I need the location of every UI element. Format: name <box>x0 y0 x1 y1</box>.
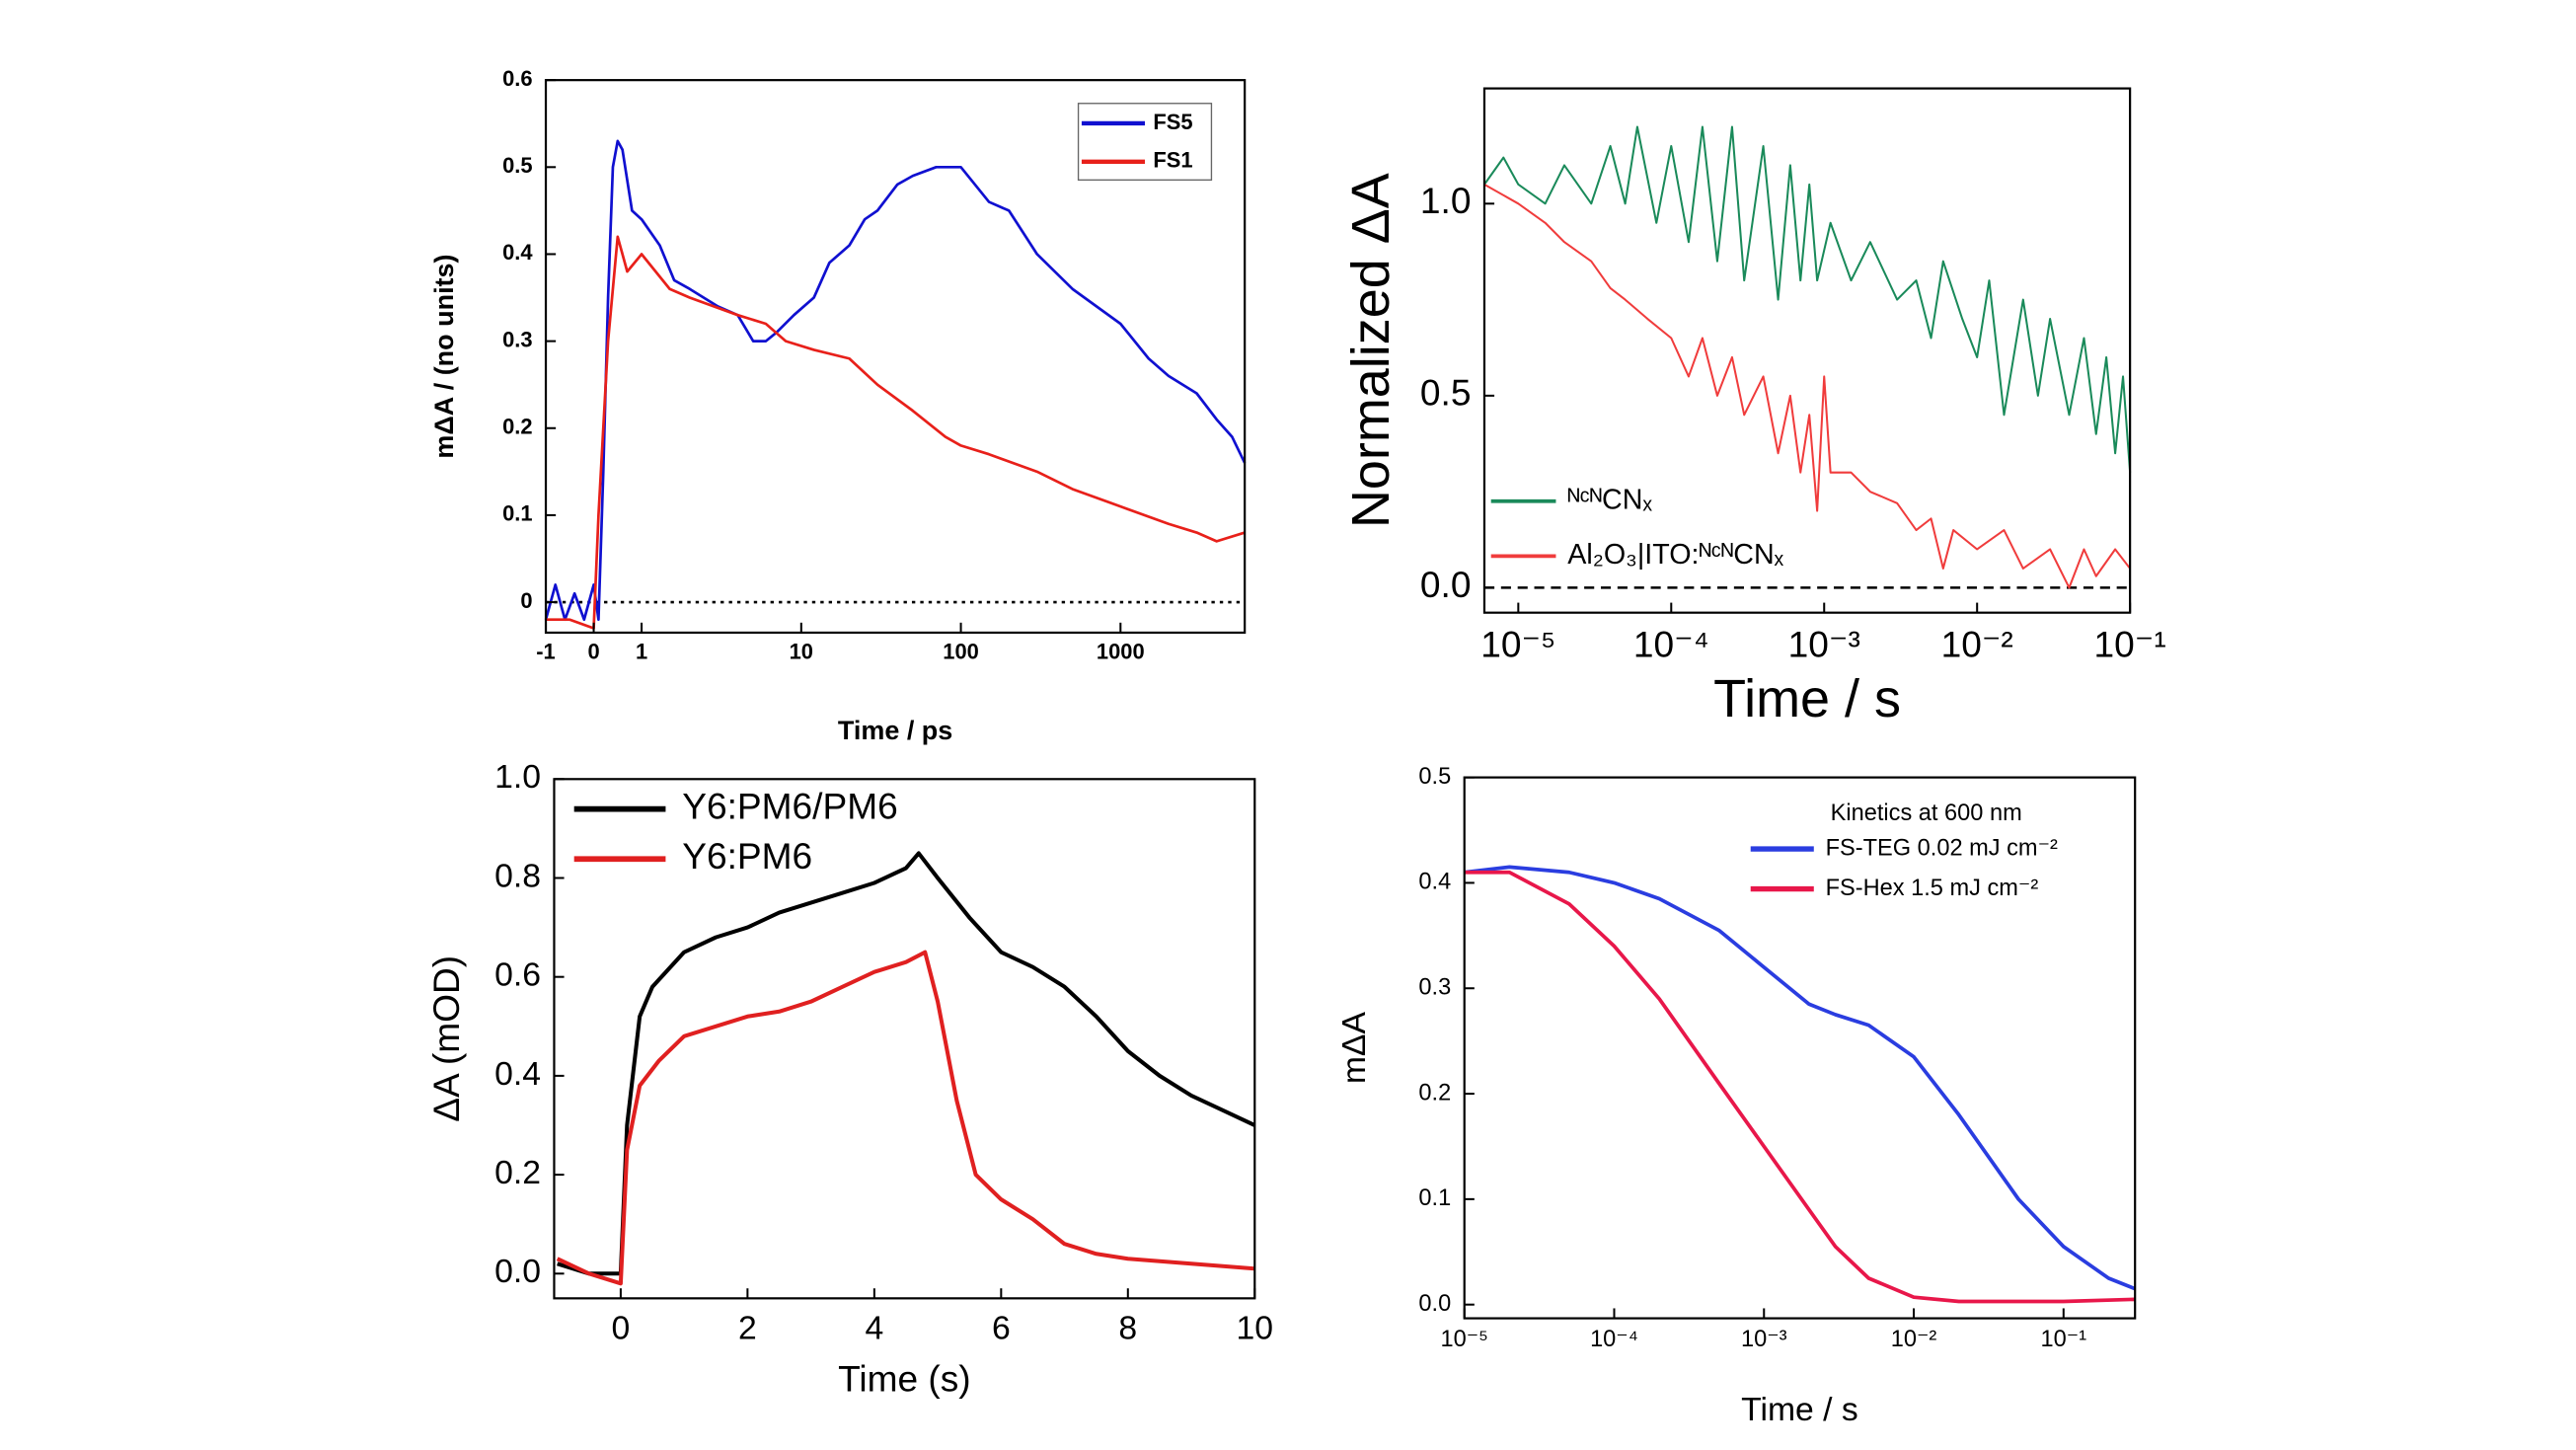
x-tick-label: -1 <box>536 640 555 664</box>
data-line <box>1483 125 2132 473</box>
y-tick-label: 0.5 <box>1418 764 1451 790</box>
legend-label: Y6:PM6 <box>682 835 812 877</box>
y-tick-label: 0.0 <box>1420 564 1472 605</box>
y-tick-label: 0.0 <box>494 1253 541 1290</box>
x-tick-label: 1 <box>636 640 647 664</box>
y-tick-label: 0.2 <box>494 1154 541 1191</box>
y-tick-label: 0.6 <box>494 956 541 994</box>
x-tick-label: 10⁻¹ <box>2041 1327 2087 1352</box>
y-tick-label: 0.1 <box>1418 1185 1451 1211</box>
x-tick-label: 100 <box>943 640 979 664</box>
legend-label: ᴺᶜᴺCNₓ <box>1567 484 1652 515</box>
legend-box <box>1077 103 1213 181</box>
x-tick-label: 10⁻³ <box>1788 624 1860 665</box>
y-tick-label: 0.3 <box>502 327 532 351</box>
data-line <box>1464 870 2136 1304</box>
y-axis-label: ΔA (mOD) <box>425 955 467 1122</box>
y-tick-label: 0.4 <box>502 240 533 265</box>
y-tick-label: 0.6 <box>502 66 532 91</box>
y-tick-label: 0.5 <box>502 153 532 178</box>
y-tick-label: 0.5 <box>1420 372 1472 414</box>
legend-label: FS-TEG 0.02 mJ cm⁻² <box>1826 835 2058 861</box>
y-tick-label: 0.0 <box>1418 1291 1451 1317</box>
y-tick-label: 0.8 <box>494 857 541 894</box>
x-tick-label: 4 <box>865 1309 883 1346</box>
x-tick-label: 1000 <box>1097 640 1145 664</box>
data-line <box>1464 865 2136 1291</box>
y-axis-label: mΔA <box>1335 1012 1373 1085</box>
x-tick-label: 10 <box>790 640 813 664</box>
x-tick-label: 0 <box>612 1309 631 1346</box>
x-tick-label: 10⁻⁵ <box>1480 624 1555 665</box>
x-tick-label: 6 <box>992 1309 1011 1346</box>
y-tick-label: 0.2 <box>502 415 532 439</box>
y-tick-label: 0.4 <box>1418 870 1451 895</box>
data-line <box>557 851 1256 1276</box>
x-tick-label: 10⁻⁵ <box>1440 1327 1487 1352</box>
x-axis-label: Time (s) <box>838 1357 971 1399</box>
data-line <box>556 950 1255 1286</box>
legend-label: Al₂O₃|ITO:ᴺᶜᴺCNₓ <box>1567 539 1783 571</box>
y-tick-label: 0 <box>520 588 532 613</box>
x-axis-label: Time / s <box>1741 1391 1858 1428</box>
x-axis-label: Time / ps <box>838 716 952 745</box>
plot-frame <box>553 778 1256 1300</box>
y-axis-label: mΔA / (no units) <box>429 254 459 458</box>
y-tick-label: 0.4 <box>494 1055 541 1093</box>
data-line <box>1483 183 2131 589</box>
x-tick-label: 10 <box>1237 1309 1274 1346</box>
y-tick-label: 1.0 <box>494 758 541 796</box>
y-axis-label: Normalized ΔA <box>1341 173 1401 528</box>
y-tick-label: 0.3 <box>1418 974 1451 1000</box>
x-tick-label: 10⁻³ <box>1741 1327 1787 1352</box>
legend-label: FS1 <box>1153 148 1192 173</box>
plot-frame <box>1463 776 2137 1320</box>
y-tick-label: 1.0 <box>1420 180 1472 221</box>
x-tick-label: 10⁻² <box>1891 1327 1937 1352</box>
x-tick-label: 10⁻¹ <box>2094 624 2166 665</box>
x-tick-label: 10⁻⁴ <box>1633 624 1709 665</box>
data-line <box>546 235 1246 630</box>
data-line <box>544 139 1247 622</box>
x-tick-label: 10⁻⁴ <box>1590 1327 1638 1352</box>
x-tick-label: 8 <box>1118 1309 1137 1346</box>
plot-frame <box>544 79 1247 635</box>
legend-label: FS5 <box>1153 110 1192 134</box>
y-tick-label: 0.1 <box>502 501 532 526</box>
x-tick-label: 0 <box>587 640 599 664</box>
x-axis-label: Time / s <box>1713 669 1901 728</box>
legend-label: Y6:PM6/PM6 <box>682 785 897 826</box>
annotation: Kinetics at 600 nm <box>1831 801 2022 826</box>
x-tick-label: 2 <box>738 1309 757 1346</box>
legend-label: FS-Hex 1.5 mJ cm⁻² <box>1826 876 2039 901</box>
plot-frame <box>1482 87 2132 614</box>
x-tick-label: 10⁻² <box>1941 624 2013 665</box>
y-tick-label: 0.2 <box>1418 1080 1451 1106</box>
